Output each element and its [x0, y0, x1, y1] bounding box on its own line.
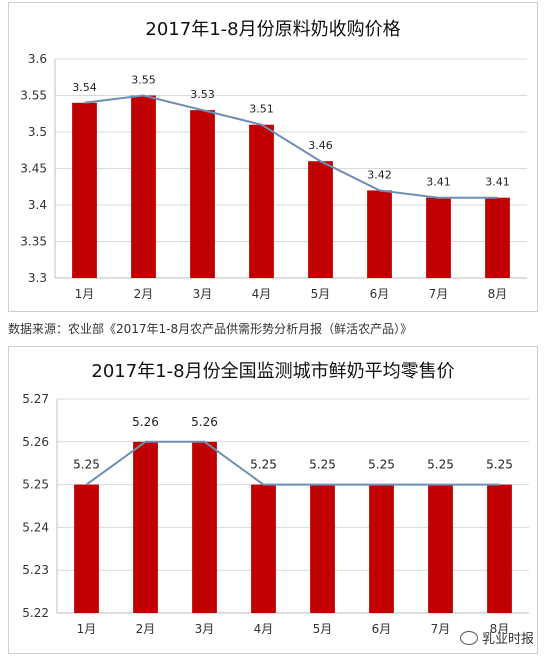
- bar: [310, 484, 335, 613]
- y-tick-label: 5.24: [22, 520, 49, 534]
- source-note: 数据来源：农业部《2017年1-8月农产品供需形势分析月报（鲜活农产品）》: [8, 322, 413, 336]
- bar: [426, 197, 451, 278]
- data-label: 5.25: [427, 458, 454, 472]
- x-tick-label: 2月: [136, 622, 156, 636]
- series-line: [85, 440, 500, 486]
- x-tick-label: 1月: [77, 622, 97, 636]
- y-tick-label: 3.3: [28, 271, 47, 285]
- x-tick-label: 4月: [254, 622, 274, 636]
- chart-title: 2017年1-8月份原料奶收购价格: [145, 19, 401, 40]
- data-label: 3.41: [485, 176, 510, 189]
- chart-svg: 5.22 5.23 5.24 5.25 5.26 5.27 1月 2月 3月 4月 5月 6月 7月 8月…: [22, 392, 529, 636]
- bar: [72, 102, 97, 278]
- bar: [74, 484, 99, 613]
- data-label: 3.51: [249, 103, 274, 116]
- data-label: 5.25: [368, 458, 395, 472]
- y-tick-label: 3.6: [28, 52, 47, 66]
- data-label: 3.54: [72, 81, 97, 94]
- x-tick-label: 5月: [313, 622, 333, 636]
- bar: [308, 161, 333, 278]
- y-tick-label: 3.35: [20, 235, 47, 249]
- y-tick-label: 5.26: [22, 435, 49, 449]
- data-label: 5.26: [132, 415, 159, 429]
- data-label: 5.26: [191, 415, 218, 429]
- bar: [131, 95, 156, 278]
- x-tick-label: 4月: [252, 287, 272, 301]
- data-label: 3.53: [190, 88, 215, 101]
- x-tick-label: 3月: [193, 287, 213, 301]
- y-tick-label: 5.22: [22, 606, 49, 620]
- x-tick-label: 7月: [431, 622, 451, 636]
- x-tick-label: 8月: [488, 287, 508, 301]
- x-tick-label: 3月: [195, 622, 215, 636]
- bar: [133, 441, 158, 613]
- chart-svg: 3.3 3.35 3.4 3.45 3.5 3.55 3.6 1月 2月 3月 4月 5月 6月 7月 8月…: [20, 52, 527, 301]
- y-tick-label: 3.5: [28, 125, 47, 139]
- bar: [485, 197, 510, 278]
- y-tick-label: 5.23: [22, 563, 49, 577]
- data-label: 5.25: [73, 458, 100, 472]
- bar: [249, 124, 274, 278]
- watermark: 乳业时报: [460, 628, 534, 647]
- y-tick-label: 3.4: [28, 198, 47, 212]
- x-tick-label: 5月: [311, 287, 331, 301]
- bar: [190, 110, 215, 278]
- data-label: 5.25: [250, 458, 277, 472]
- data-label: 3.41: [426, 176, 451, 189]
- x-tick-label: 1月: [75, 287, 95, 301]
- y-tick-label: 5.27: [22, 392, 49, 406]
- data-label: 3.42: [367, 168, 392, 181]
- chart-title: 2017年1-8月份全国监测城市鲜奶平均零售价: [91, 361, 455, 382]
- x-tick-label: 6月: [370, 287, 390, 301]
- data-label: 5.25: [309, 458, 336, 472]
- wechat-icon: [460, 631, 478, 645]
- x-tick-label: 7月: [429, 287, 449, 301]
- x-tick-label: 2月: [134, 287, 154, 301]
- y-tick-label: 3.45: [20, 162, 47, 176]
- chart-panel-fresh-milk-retail-price: 2017年1-8月份全国监测城市鲜奶平均零售价 5.22 5.23 5.24 5.25…: [8, 346, 538, 654]
- data-label: 3.46: [308, 139, 333, 152]
- watermark-text: 乳业时报: [482, 632, 535, 647]
- y-tick-label: 5.25: [22, 478, 49, 492]
- bar: [251, 484, 276, 613]
- y-tick-label: 3.55: [20, 89, 47, 103]
- data-label: 5.25: [486, 458, 513, 472]
- data-label: 3.55: [131, 74, 156, 87]
- bar: [487, 484, 512, 613]
- bar: [428, 484, 453, 613]
- bar: [192, 441, 217, 613]
- series-line: [84, 94, 498, 199]
- chart-panel-milk-purchase-price: 2017年1-8月份原料奶收购价格 3.3 3.35 3.4 3.45 3.5 3.55 3…: [8, 2, 538, 312]
- x-tick-label: 6月: [372, 622, 392, 636]
- x-tick-label: 8月: [490, 622, 510, 636]
- bar: [369, 484, 394, 613]
- bar: [367, 190, 392, 278]
